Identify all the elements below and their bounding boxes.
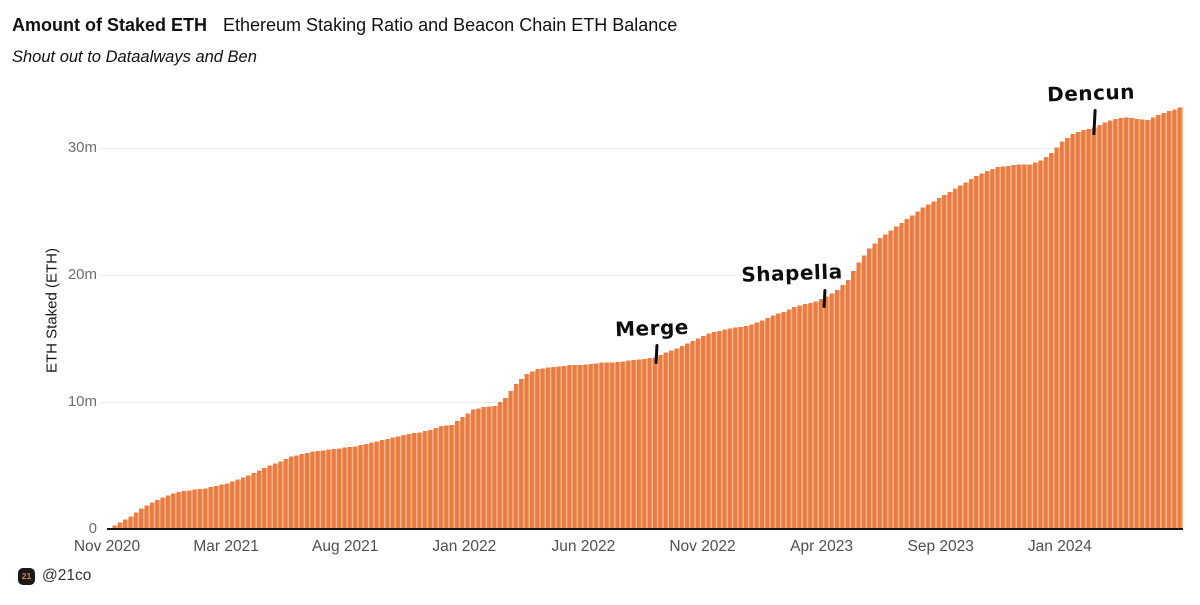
y-tick-20m: 20m: [67, 266, 97, 283]
y-tick-0: 0: [88, 520, 97, 537]
annotation-label-merge: Merge: [614, 314, 689, 341]
chart-header: Amount of Staked ETH Ethereum Staking Rat…: [12, 15, 677, 36]
gridline-20m: [100, 275, 1183, 276]
annotation-tick-merge: [654, 343, 658, 364]
chart-title-bold: Amount of Staked ETH: [12, 15, 208, 35]
y-axis-title: ETH Staked (ETH): [43, 247, 61, 374]
author-handle: @21co: [42, 567, 92, 584]
staked-eth-bars: [107, 107, 1183, 529]
x-tick-aug-2021: Aug 2021: [312, 538, 379, 555]
x-tick-sep-2023: Sep 2023: [907, 538, 974, 555]
x-tick-mar-2021: Mar 2021: [193, 538, 259, 555]
chart-subtitle: Shout out to Dataalways and Ben: [12, 48, 257, 66]
21co-logo-icon: 21: [18, 567, 35, 585]
plot-area: [100, 98, 1183, 530]
x-tick-jan-2022: Jan 2022: [432, 538, 497, 555]
x-tick-jun-2022: Jun 2022: [551, 538, 616, 555]
x-axis-line: [107, 528, 1183, 530]
chart-title-rest: Ethereum Staking Ratio and Beacon Chain …: [223, 15, 678, 35]
x-tick-apr-2023: Apr 2023: [790, 538, 854, 555]
gridline-30m: [100, 148, 1183, 149]
annotation-tick-shapella: [822, 288, 826, 308]
x-tick-nov-2020: Nov 2020: [73, 538, 141, 555]
annotation-label-shapella: Shapella: [740, 258, 843, 287]
x-tick-nov-2022: Nov 2022: [669, 538, 736, 555]
footer: 21 @21co: [18, 567, 91, 585]
bars-path: [107, 107, 1183, 529]
y-tick-10m: 10m: [67, 393, 97, 410]
x-tick-jan-2024: Jan 2024: [1027, 538, 1092, 555]
y-tick-30m: 30m: [67, 139, 97, 156]
annotation-label-dencun: Dencun: [1046, 79, 1135, 107]
